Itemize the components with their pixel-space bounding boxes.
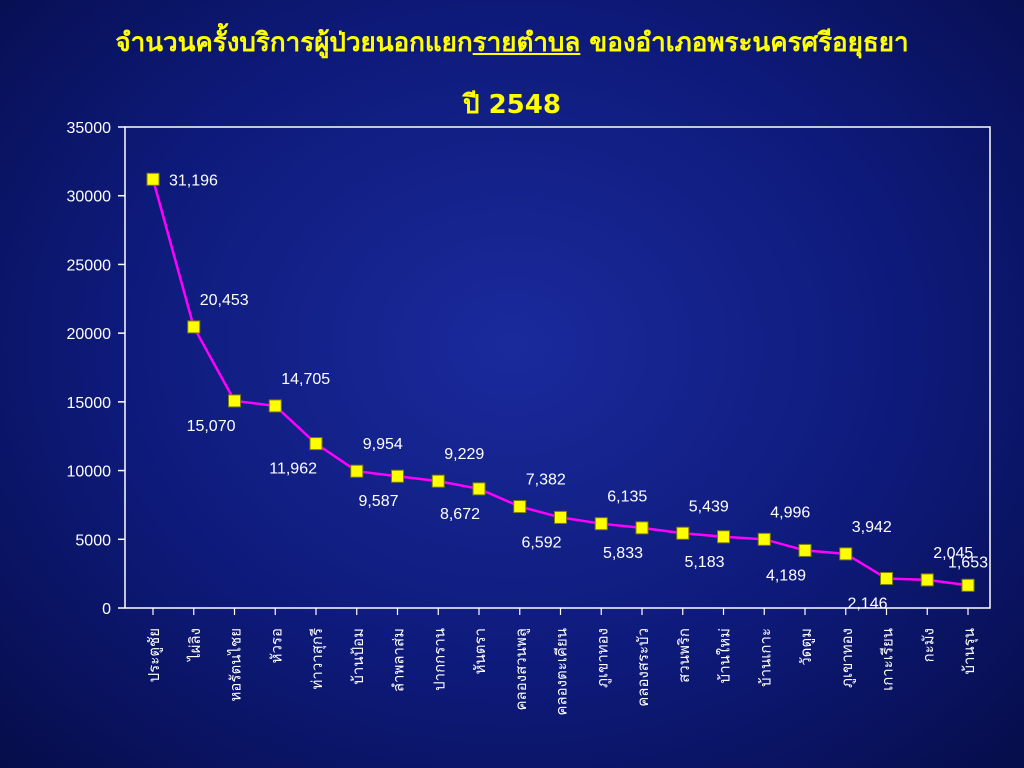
chart-subtitle-year: ปี 2548 — [463, 90, 561, 120]
data-label: 4,996 — [770, 504, 810, 521]
data-label: 6,135 — [607, 489, 647, 506]
data-point-marker — [268, 399, 282, 413]
y-tick-label: 20000 — [67, 326, 112, 343]
data-point-marker — [839, 547, 853, 561]
data-point-marker — [391, 469, 404, 483]
data-point-marker — [187, 320, 201, 334]
y-tick-label: 0 — [102, 601, 111, 618]
data-point-marker — [880, 572, 893, 586]
x-category-label: ท่าวาสุกรี — [308, 628, 327, 689]
x-category-label: บ้านป้อม — [349, 628, 367, 685]
x-category-label: เกาะเรียน — [879, 628, 897, 691]
data-label: 6,592 — [521, 534, 561, 551]
x-category-label: บ้านใหม่ — [716, 628, 734, 683]
y-tick-label: 10000 — [67, 464, 112, 481]
data-label: 31,196 — [169, 172, 218, 189]
chart-title: จำนวนครั้งบริการผู้ป่วยนอกแยกรายตำบล ของ… — [0, 22, 1024, 63]
x-category-label: หันตรา — [471, 628, 489, 674]
data-point-marker — [594, 517, 608, 531]
y-tick-label: 15000 — [67, 395, 112, 412]
data-point-marker — [635, 521, 649, 535]
data-label: 9,954 — [363, 436, 403, 453]
data-label: 5,183 — [684, 554, 724, 571]
data-label: 7,382 — [526, 472, 566, 489]
data-label: 9,587 — [358, 493, 398, 510]
data-point-marker — [309, 437, 323, 451]
x-category-label: ลำพลาส่ม — [390, 628, 408, 692]
x-category-label: หอรัตนไชย — [227, 628, 245, 701]
x-category-label: หัวรอ — [267, 628, 285, 663]
data-label: 15,070 — [187, 418, 236, 435]
data-point-marker — [431, 474, 445, 488]
data-label: 14,705 — [281, 371, 330, 388]
x-category-label: ภูเขาทอง — [593, 628, 611, 688]
data-label: 8,672 — [440, 506, 480, 523]
x-category-label: กะมัง — [919, 628, 937, 662]
data-point-marker — [676, 526, 690, 540]
x-category-label: ภูเขาทอง — [838, 628, 856, 688]
data-label: 3,942 — [852, 519, 892, 536]
data-label: 4,189 — [766, 567, 806, 584]
x-category-label: ปากกราน — [430, 628, 448, 691]
x-category-label: บ้านเกาะ — [756, 628, 774, 687]
x-category-label: ประตูชัย — [145, 628, 163, 682]
data-label: 11,962 — [269, 461, 317, 478]
data-point-marker — [146, 172, 160, 186]
data-label: 5,439 — [689, 498, 729, 515]
data-label: 5,833 — [603, 545, 643, 562]
data-label: 20,453 — [200, 292, 249, 309]
data-point-marker — [228, 394, 241, 408]
y-tick-label: 25000 — [67, 257, 112, 274]
data-point-marker — [350, 464, 364, 478]
data-label: 9,229 — [444, 446, 484, 463]
title-emphasis: รายตำบล — [472, 28, 581, 58]
y-tick-label: 30000 — [67, 189, 112, 206]
data-label: 2,045 — [933, 545, 973, 562]
title-suffix: ของอำเภอพระนครศรีอยุธยา — [580, 28, 909, 58]
data-label: 1,653 — [948, 554, 988, 571]
x-category-label: คลองตะเคียน — [553, 628, 571, 716]
x-category-label: ไผ่ลิง — [186, 628, 204, 662]
data-point-marker — [554, 510, 567, 524]
series-line — [151, 178, 969, 587]
x-category-label: บ้านรุน — [960, 628, 979, 675]
y-tick-label: 5000 — [75, 532, 111, 549]
plot-frame — [124, 126, 991, 609]
data-point-marker — [798, 543, 812, 557]
y-tick-label: 35000 — [67, 120, 112, 137]
title-prefix: จำนวนครั้งบริการผู้ป่วยนอกแยก — [115, 28, 473, 58]
x-category-label: คลองสวนพลู — [512, 628, 530, 710]
x-category-label: วัดตูม — [797, 628, 815, 666]
data-point-marker — [920, 573, 934, 587]
data-label: 2,146 — [847, 596, 887, 613]
data-point-marker — [717, 530, 730, 544]
data-point-marker — [961, 578, 975, 592]
data-point-marker — [513, 500, 527, 514]
x-category-label: สวนพริก — [675, 628, 693, 683]
data-point-marker — [757, 532, 771, 546]
x-category-label: คลองสระบัว — [634, 628, 652, 707]
data-point-marker — [472, 482, 486, 496]
